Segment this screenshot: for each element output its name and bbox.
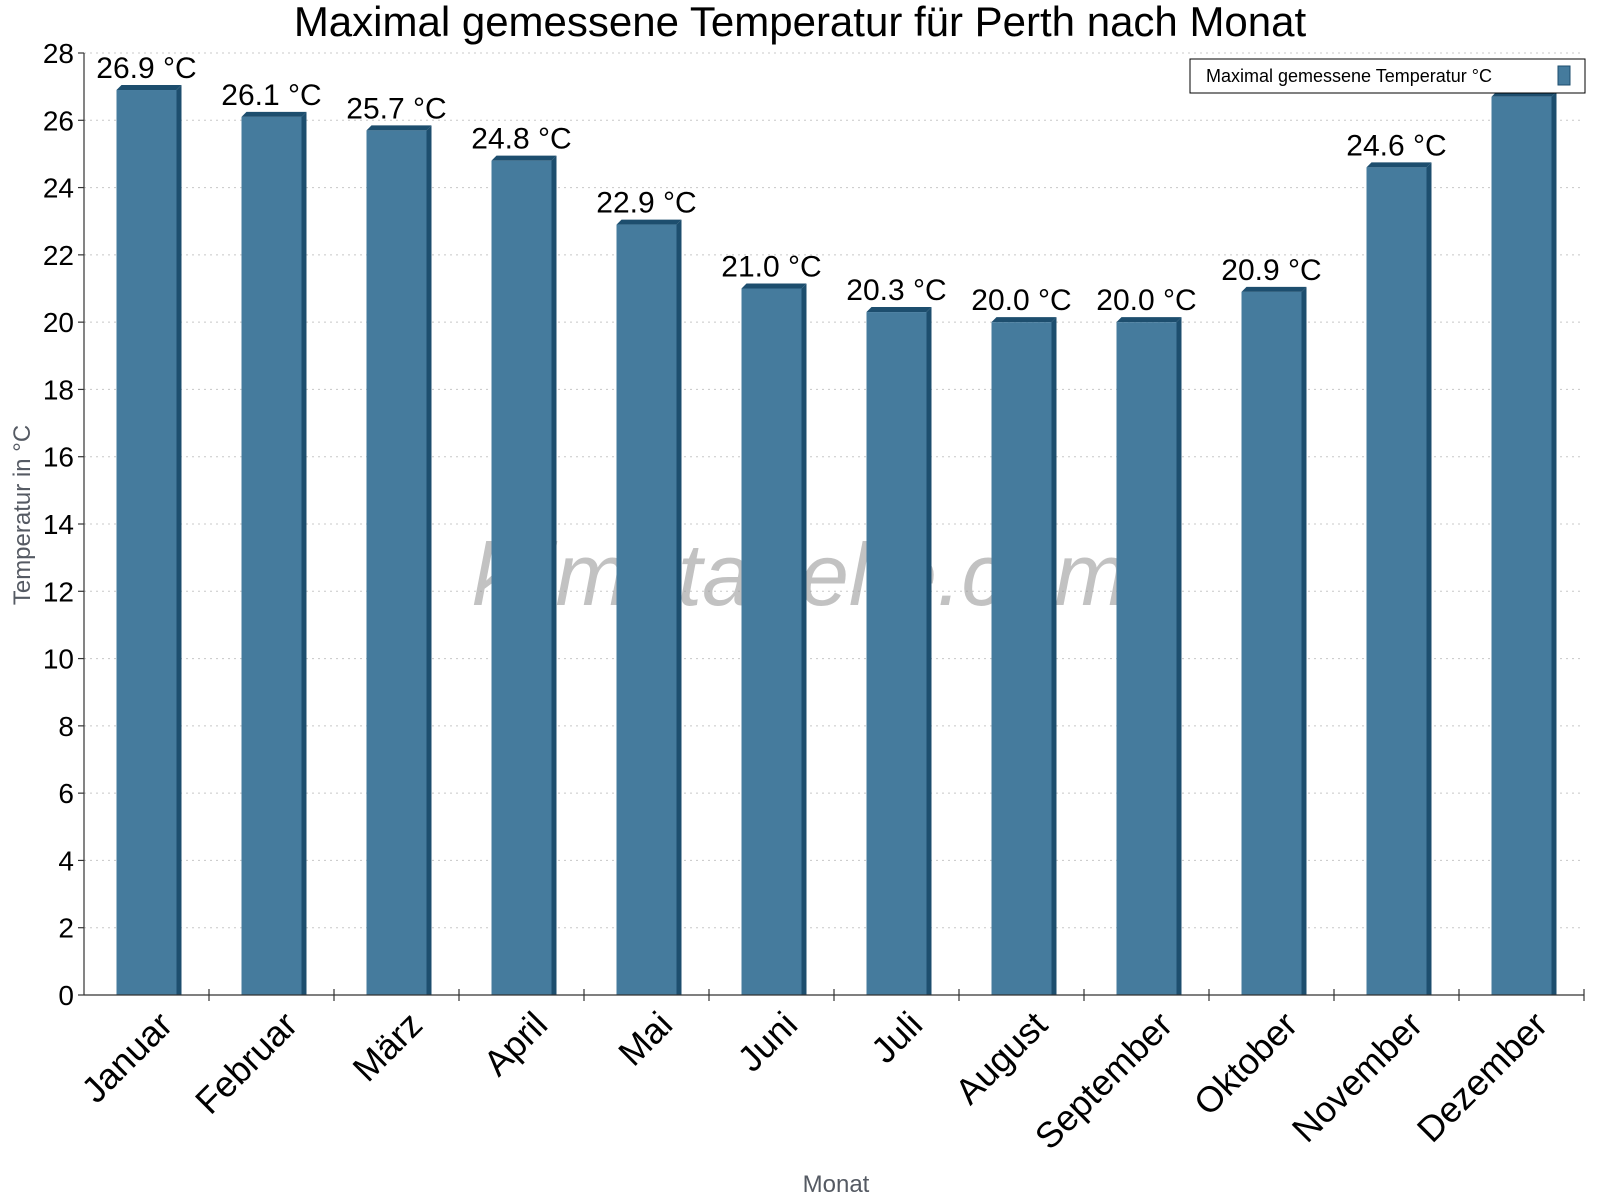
bar <box>1116 317 1182 996</box>
y-tick-label: 10 <box>43 644 74 675</box>
x-tick-labels: Januar Februar März April Mai Juni Juli AugustS… <box>73 989 1585 1158</box>
bar <box>741 283 807 995</box>
y-tick-label: 2 <box>58 913 74 944</box>
bar-front <box>991 322 1052 996</box>
bar-top <box>1366 162 1432 168</box>
bar-side <box>1176 317 1182 996</box>
x-tick-label: Januar <box>73 1004 180 1111</box>
bar-side <box>1426 162 1432 995</box>
x-tick-label: März <box>345 1004 431 1090</box>
x-tick-label: August <box>947 1004 1055 1112</box>
bar-top <box>491 155 557 161</box>
y-tick-label: 12 <box>43 576 74 607</box>
data-label: 20.0 °C <box>1096 284 1196 317</box>
bar-side <box>551 155 557 995</box>
x-tick-label: Mai <box>610 1004 680 1074</box>
x-tick-label: September <box>1027 1004 1181 1158</box>
bar <box>366 125 432 996</box>
y-tick-label: 24 <box>43 173 74 204</box>
legend-swatch <box>1557 65 1571 86</box>
legend-box <box>1189 58 1586 94</box>
x-tick-label: April <box>475 1004 555 1084</box>
data-label: 26.1 °C <box>221 79 321 112</box>
y-tick-label: 6 <box>58 778 74 809</box>
bar <box>1366 162 1432 995</box>
bar-side <box>1051 317 1057 996</box>
bar-top <box>741 283 807 289</box>
bar-side <box>426 125 432 996</box>
data-label: 25.7 °C <box>346 92 446 125</box>
bar <box>491 155 557 995</box>
bar <box>241 111 307 995</box>
bar-side <box>301 111 307 995</box>
y-tick-label: 26 <box>43 105 74 136</box>
bar-front <box>1491 96 1552 995</box>
bar-side <box>676 219 682 996</box>
bars <box>116 85 1557 996</box>
bar-side <box>1551 91 1557 995</box>
legend-label: Maximal gemessene Temperatur °C <box>1206 66 1492 86</box>
bar-top <box>616 219 682 225</box>
y-tick-label: 0 <box>58 980 74 1011</box>
y-axis-label: Temperatur in °C <box>9 425 36 605</box>
y-tick-label: 18 <box>43 374 74 405</box>
y-tick-label: 28 <box>43 38 74 69</box>
bar-side <box>1301 286 1307 996</box>
x-tick-label: Juli <box>863 1004 930 1071</box>
y-tick-label: 4 <box>58 845 74 876</box>
bar-front <box>366 130 427 996</box>
bar-top <box>241 111 307 117</box>
bar-front <box>1241 291 1302 996</box>
bar-top <box>366 125 432 131</box>
bar-front <box>616 224 677 996</box>
data-label: 20.3 °C <box>846 274 946 307</box>
bar <box>866 307 932 995</box>
bar-front <box>241 116 302 995</box>
data-label: 20.9 °C <box>1221 254 1321 287</box>
data-label: 24.8 °C <box>471 123 571 156</box>
bar <box>616 219 682 996</box>
x-tick-label: Juni <box>729 1004 805 1080</box>
bar-side <box>801 283 807 995</box>
y-tick-label: 14 <box>43 509 74 540</box>
legend: Maximal gemessene Temperatur °C <box>1189 58 1586 94</box>
bar-side <box>926 307 932 995</box>
data-label: 26.9 °C <box>96 52 196 85</box>
bar-top <box>866 307 932 313</box>
bar-top <box>1116 317 1182 323</box>
bar-top <box>116 85 182 91</box>
bar-front <box>116 90 177 995</box>
y-tick-label: 22 <box>43 240 74 271</box>
data-labels: 26.9 °C 26.1 °C 25.7 °C 24.8 °C 22.9 °C 21.0 … <box>96 52 1446 317</box>
x-tick-label: Oktober <box>1186 1004 1306 1124</box>
bar <box>116 85 182 995</box>
bar-front <box>1116 322 1177 996</box>
bar-top <box>1241 286 1307 292</box>
bar <box>1491 91 1557 995</box>
bar-side <box>176 85 182 995</box>
y-tick-label: 16 <box>43 442 74 473</box>
data-label: 21.0 °C <box>721 251 821 284</box>
bar-top <box>991 317 1057 323</box>
bar <box>991 317 1057 996</box>
x-tick-label: Februar <box>187 1004 305 1122</box>
bar <box>1241 286 1307 996</box>
bar-front <box>866 312 927 995</box>
x-tick-label: Dezember <box>1409 1004 1555 1150</box>
x-tick-label: November <box>1284 1004 1430 1150</box>
y-tick-label: 20 <box>43 307 74 338</box>
grid-lines <box>84 52 1584 929</box>
bar-front <box>491 160 552 995</box>
bar-front <box>1366 167 1427 995</box>
x-axis-label: Monat <box>803 1171 870 1198</box>
data-label: 24.6 °C <box>1346 129 1446 162</box>
data-label: 22.9 °C <box>596 187 696 220</box>
y-tick-label: 8 <box>58 711 74 742</box>
chart-title: Maximal gemessene Temperatur für Perth n… <box>294 0 1307 45</box>
bar-front <box>741 288 802 995</box>
data-label: 20.0 °C <box>971 284 1071 317</box>
